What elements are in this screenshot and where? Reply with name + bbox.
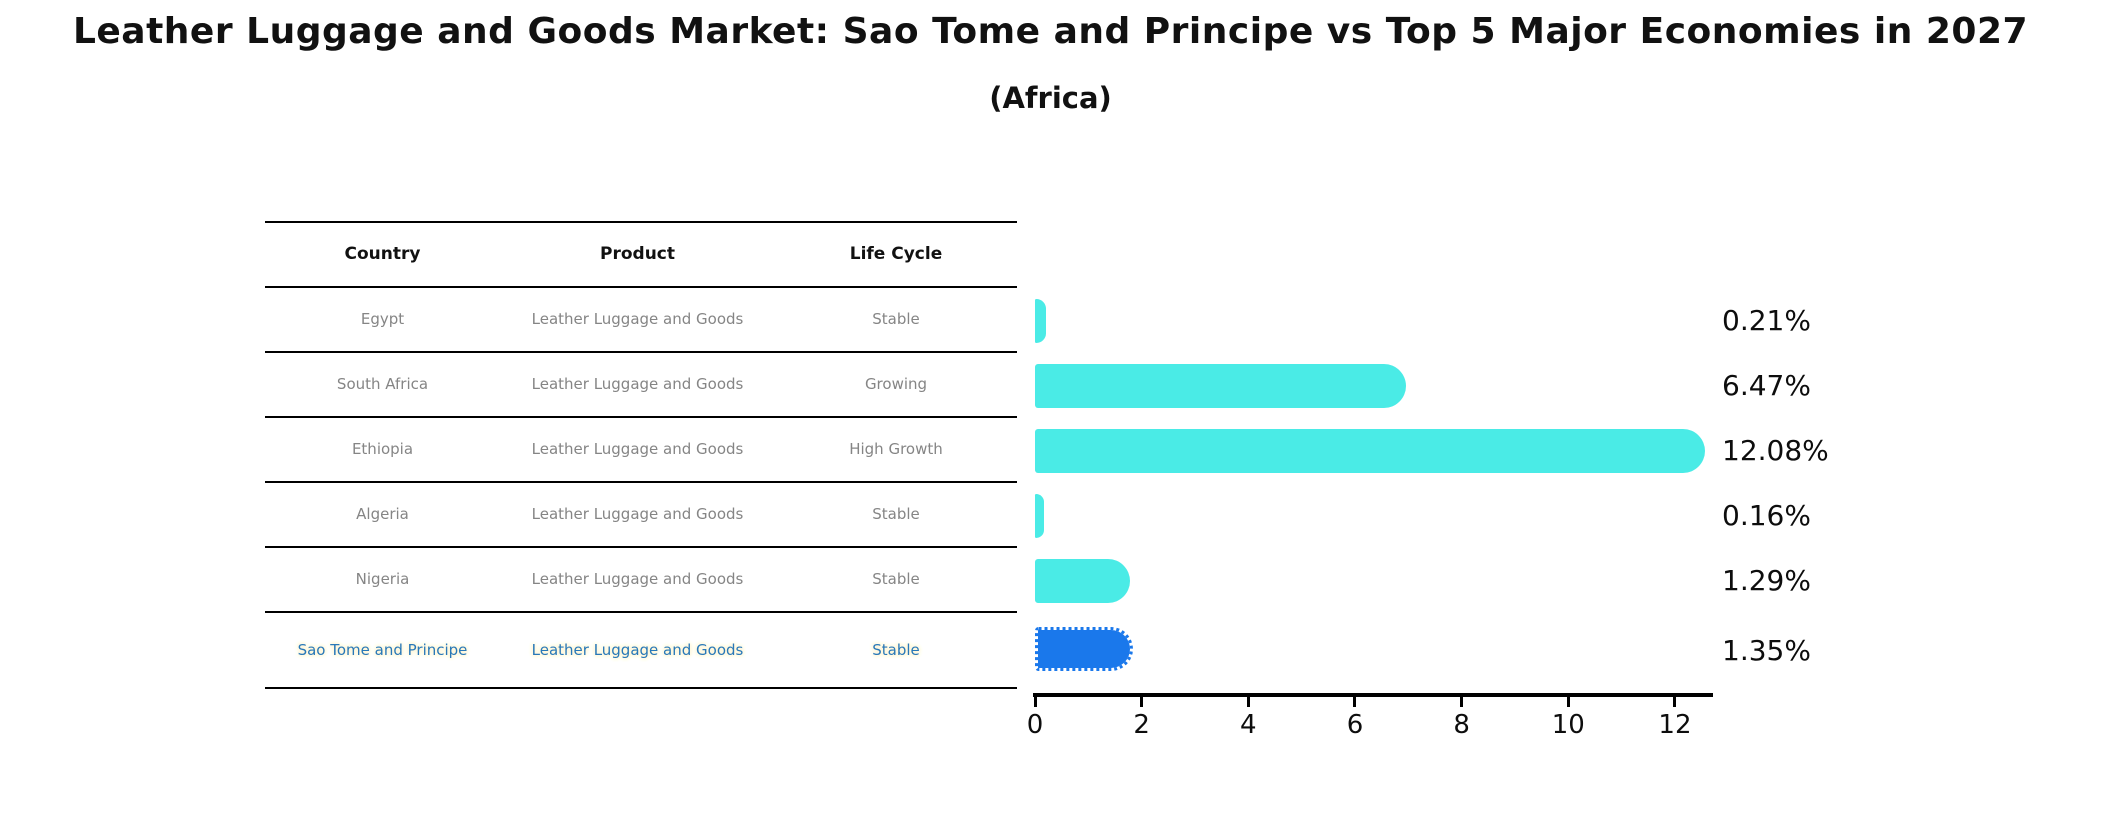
x-axis-tick: [1566, 694, 1570, 707]
table-row: Nigeria Leather Luggage and Goods Stable: [265, 548, 1017, 613]
table-cell-country: Egypt: [360, 310, 405, 329]
bar: [1035, 299, 1047, 343]
table-cell-product: Leather Luggage and Goods: [531, 505, 744, 524]
bar: [1035, 429, 1706, 473]
table-cell-product: Leather Luggage and Goods: [531, 570, 744, 589]
bar-highlight: [1035, 627, 1133, 671]
table-header-row: Country Product Life Cycle: [265, 223, 1017, 288]
table-header-cell-product: Product: [600, 244, 675, 265]
country-table: Country Product Life Cycle Egypt Leather Lug…: [265, 221, 1017, 689]
table-cell-product: Leather Luggage and Goods: [531, 640, 744, 659]
x-axis-tick-label: 8: [1453, 710, 1470, 740]
x-axis-tick-label: 10: [1551, 710, 1585, 740]
x-axis-tick: [1246, 694, 1250, 707]
table-cell-country: Ethiopia: [351, 440, 414, 459]
bar-value-label: 1.35%: [1722, 634, 1811, 667]
x-axis-line: [1033, 693, 1713, 697]
x-axis-tick-label: 4: [1240, 710, 1257, 740]
table-cell-life-cycle: Stable: [872, 310, 920, 329]
bar-value-label: 0.21%: [1722, 304, 1811, 337]
table-row: Egypt Leather Luggage and Goods Stable: [265, 288, 1017, 353]
bar-value-label: 0.16%: [1722, 499, 1811, 532]
bar: [1035, 364, 1407, 408]
x-axis-tick: [1353, 694, 1357, 707]
table-cell-life-cycle: Stable: [872, 570, 920, 589]
x-axis-tick: [1673, 694, 1677, 707]
table-cell-product: Leather Luggage and Goods: [531, 310, 744, 329]
table-header-cell-life-cycle: Life Cycle: [849, 244, 943, 265]
table-header-cell-country: Country: [344, 244, 421, 265]
table-cell-life-cycle: High Growth: [849, 440, 943, 459]
x-axis-tick: [1140, 694, 1144, 707]
table-row: Ethiopia Leather Luggage and Goods High Gr…: [265, 418, 1017, 483]
table-cell-life-cycle: Stable: [872, 505, 920, 524]
x-axis-tick-label: 12: [1658, 710, 1692, 740]
x-axis-tick: [1460, 694, 1464, 707]
x-axis-tick-label: 0: [1026, 710, 1044, 740]
table-cell-product: Leather Luggage and Goods: [531, 375, 744, 394]
chart-subtitle: (Africa): [989, 81, 1112, 115]
table-cell-life-cycle: Stable: [872, 640, 920, 659]
x-axis-tick: [1033, 694, 1037, 707]
chart-title: Leather Luggage and Goods Market: Sao To…: [72, 11, 2029, 52]
table-row: Sao Tome and Principe Leather Luggage and…: [265, 613, 1017, 689]
bar-value-label: 6.47%: [1722, 369, 1811, 402]
bar: [1035, 559, 1130, 603]
x-axis-tick-label: 6: [1346, 710, 1364, 740]
table-cell-product: Leather Luggage and Goods: [531, 440, 744, 459]
bar-value-label: 12.08%: [1722, 434, 1829, 467]
table-cell-country: South Africa: [336, 375, 429, 394]
x-axis-tick-label: 2: [1133, 710, 1150, 740]
table-cell-country: Algeria: [356, 505, 409, 524]
bar-value-label: 1.29%: [1722, 564, 1811, 597]
table-cell-life-cycle: Growing: [864, 375, 928, 394]
table-cell-country: Nigeria: [355, 570, 410, 589]
bar: [1035, 494, 1044, 538]
table-row: South Africa Leather Luggage and Goods Gro…: [265, 353, 1017, 418]
table-cell-country: Sao Tome and Principe: [297, 640, 468, 659]
table-row: Algeria Leather Luggage and Goods Stable: [265, 483, 1017, 548]
